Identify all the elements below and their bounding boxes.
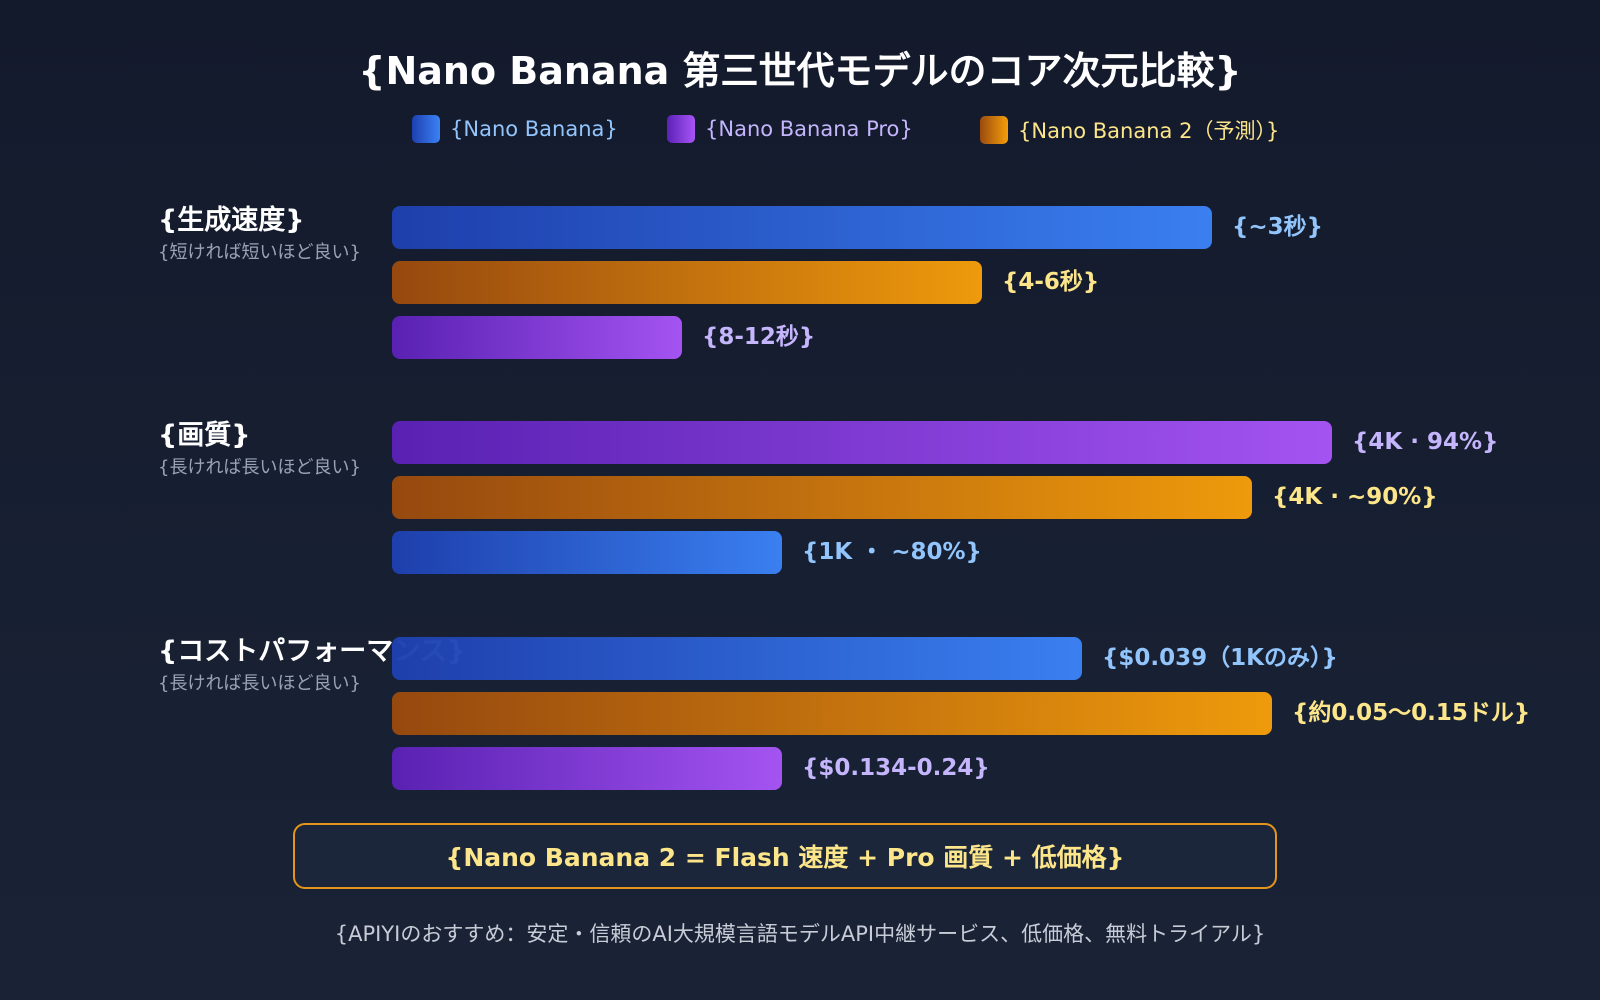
legend-item: {Nano Banana}	[412, 115, 618, 143]
bar-value-label: {約0.05〜0.15ドル}	[1292, 700, 1531, 726]
legend-item: {Nano Banana 2（予測）}	[980, 115, 1279, 145]
bar-value-label: {$0.134-0.24}	[802, 755, 990, 781]
bar-value-label: {$0.039（1Kのみ）}	[1102, 645, 1338, 671]
legend: {Nano Banana} {Nano Banana Pro} {Nano Bana…	[0, 115, 1600, 145]
group-sublabel: {短ければ短いほど良い}	[158, 242, 361, 263]
footer-text: {APIYIのおすすめ：安定・信頼のAI大規模言語モデルAPI中継サービス、低価…	[334, 922, 1266, 946]
group-sublabel: {長ければ長いほど良い}	[158, 457, 361, 478]
group-sublabel: {長ければ長いほど良い}	[158, 673, 361, 694]
summary-box: {Nano Banana 2 = Flash 速度 + Pro 画質 + 低価格…	[293, 823, 1277, 889]
chart-title: {Nano Banana 第三世代モデルのコア次元比較}	[358, 49, 1242, 93]
bar	[392, 637, 1082, 680]
group-label: {生成速度}	[158, 205, 305, 236]
bar-value-label: {~3秒}	[1232, 214, 1324, 240]
bar-value-label: {1K ・ ~80%}	[802, 539, 982, 565]
bar-value-label: {4-6秒}	[1002, 269, 1100, 295]
bar	[392, 206, 1212, 249]
group-label: {画質}	[158, 420, 251, 451]
bar	[392, 747, 782, 790]
bar	[392, 421, 1332, 464]
bar-value-label: {8-12秒}	[702, 324, 816, 350]
bar-value-label: {4K · 94%}	[1352, 429, 1499, 455]
bar-value-label: {4K · ~90%}	[1272, 484, 1438, 510]
bar	[392, 261, 982, 304]
legend-swatch	[667, 115, 695, 143]
legend-label: {Nano Banana Pro}	[705, 117, 913, 141]
bar	[392, 476, 1252, 519]
legend-label: {Nano Banana}	[450, 117, 618, 141]
bar	[392, 692, 1272, 735]
legend-item: {Nano Banana Pro}	[667, 115, 913, 143]
bar	[392, 316, 682, 359]
bar	[392, 531, 782, 574]
legend-swatch	[412, 115, 440, 143]
legend-label: {Nano Banana 2（予測）}	[1018, 119, 1280, 143]
legend-swatch	[980, 116, 1008, 144]
